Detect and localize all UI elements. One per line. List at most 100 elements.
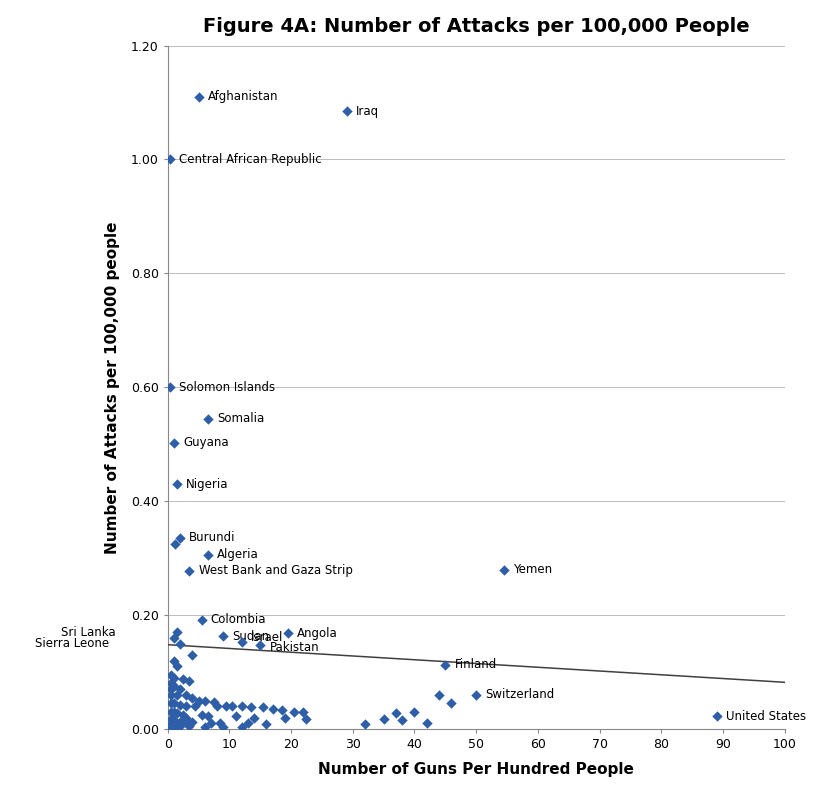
Point bbox=[213, 717, 227, 730]
Point bbox=[192, 91, 205, 104]
Text: Guyana: Guyana bbox=[183, 436, 229, 449]
Point bbox=[235, 636, 248, 649]
Point bbox=[164, 722, 177, 735]
Point bbox=[438, 659, 452, 671]
Text: Central African Republic: Central African Republic bbox=[179, 153, 321, 166]
Point bbox=[470, 688, 483, 701]
Point bbox=[180, 688, 193, 701]
Point bbox=[396, 714, 409, 727]
Point bbox=[254, 638, 267, 651]
Point bbox=[164, 712, 177, 725]
Point bbox=[164, 688, 177, 701]
Point bbox=[173, 698, 186, 711]
Point bbox=[204, 717, 218, 730]
Point bbox=[164, 677, 177, 690]
Point bbox=[170, 625, 183, 638]
Point bbox=[167, 671, 181, 684]
Point bbox=[173, 715, 186, 728]
Text: United States: United States bbox=[726, 710, 806, 723]
Point bbox=[229, 710, 242, 723]
Text: Sierra Leone: Sierra Leone bbox=[35, 637, 109, 650]
Point bbox=[235, 721, 248, 734]
Point bbox=[167, 714, 181, 727]
Text: Switzerland: Switzerland bbox=[485, 688, 555, 701]
Point bbox=[173, 637, 186, 650]
Point bbox=[247, 711, 260, 724]
Point bbox=[170, 688, 183, 701]
Point bbox=[282, 627, 295, 640]
Point bbox=[180, 711, 193, 724]
Point bbox=[245, 701, 258, 714]
Point bbox=[217, 629, 230, 642]
Point bbox=[167, 631, 181, 644]
Point bbox=[167, 722, 181, 735]
Point bbox=[266, 702, 279, 715]
Text: Israel: Israel bbox=[251, 631, 283, 645]
Point bbox=[167, 436, 181, 449]
Point bbox=[167, 706, 181, 718]
Point bbox=[241, 717, 255, 730]
Point bbox=[164, 683, 177, 696]
Point bbox=[167, 697, 181, 710]
Point bbox=[163, 153, 176, 166]
Point bbox=[220, 700, 233, 713]
Point bbox=[257, 701, 270, 714]
Point bbox=[195, 613, 209, 626]
Text: Pakistan: Pakistan bbox=[269, 641, 319, 654]
Point bbox=[170, 660, 183, 673]
Point bbox=[208, 695, 221, 708]
Text: Somalia: Somalia bbox=[217, 412, 264, 425]
Point bbox=[210, 700, 223, 713]
Point bbox=[164, 718, 177, 731]
Point bbox=[259, 718, 273, 731]
Point bbox=[170, 706, 183, 719]
Point bbox=[297, 706, 310, 718]
Point bbox=[168, 537, 181, 550]
Point bbox=[186, 716, 199, 729]
Point bbox=[377, 712, 390, 725]
Point bbox=[278, 711, 291, 724]
Point bbox=[186, 649, 199, 662]
Point bbox=[201, 412, 214, 425]
Point bbox=[498, 563, 511, 576]
Point bbox=[189, 700, 202, 713]
Point bbox=[420, 717, 433, 730]
Point bbox=[389, 706, 402, 719]
Point bbox=[180, 700, 193, 713]
Point bbox=[177, 708, 190, 721]
Point bbox=[167, 680, 181, 693]
Point bbox=[217, 721, 230, 734]
Point bbox=[170, 719, 183, 732]
Point bbox=[340, 104, 353, 117]
Point bbox=[445, 697, 458, 710]
Text: Afghanistan: Afghanistan bbox=[208, 90, 278, 104]
Text: Burundi: Burundi bbox=[190, 531, 236, 544]
Point bbox=[198, 720, 211, 733]
Point bbox=[408, 706, 421, 718]
Point bbox=[164, 706, 177, 718]
Text: Solomon Islands: Solomon Islands bbox=[179, 381, 275, 394]
Point bbox=[433, 688, 446, 701]
Point bbox=[275, 703, 288, 716]
Text: Finland: Finland bbox=[455, 659, 497, 671]
Text: Iraq: Iraq bbox=[355, 104, 379, 117]
Point bbox=[183, 674, 196, 687]
Text: Colombia: Colombia bbox=[211, 613, 266, 626]
Point bbox=[167, 654, 181, 667]
Point bbox=[300, 712, 313, 725]
Text: Sudan: Sudan bbox=[232, 629, 269, 642]
Point bbox=[198, 694, 211, 707]
Text: Nigeria: Nigeria bbox=[186, 478, 229, 491]
Text: Sri Lanka: Sri Lanka bbox=[61, 625, 115, 638]
Point bbox=[173, 531, 186, 544]
Point bbox=[195, 708, 209, 721]
Point bbox=[180, 716, 193, 729]
Point bbox=[167, 719, 181, 732]
Point bbox=[173, 719, 186, 732]
Point bbox=[164, 697, 177, 710]
Point bbox=[170, 478, 183, 491]
Point bbox=[710, 710, 723, 723]
Point bbox=[287, 706, 300, 718]
Point bbox=[177, 672, 190, 685]
Point bbox=[173, 683, 186, 696]
